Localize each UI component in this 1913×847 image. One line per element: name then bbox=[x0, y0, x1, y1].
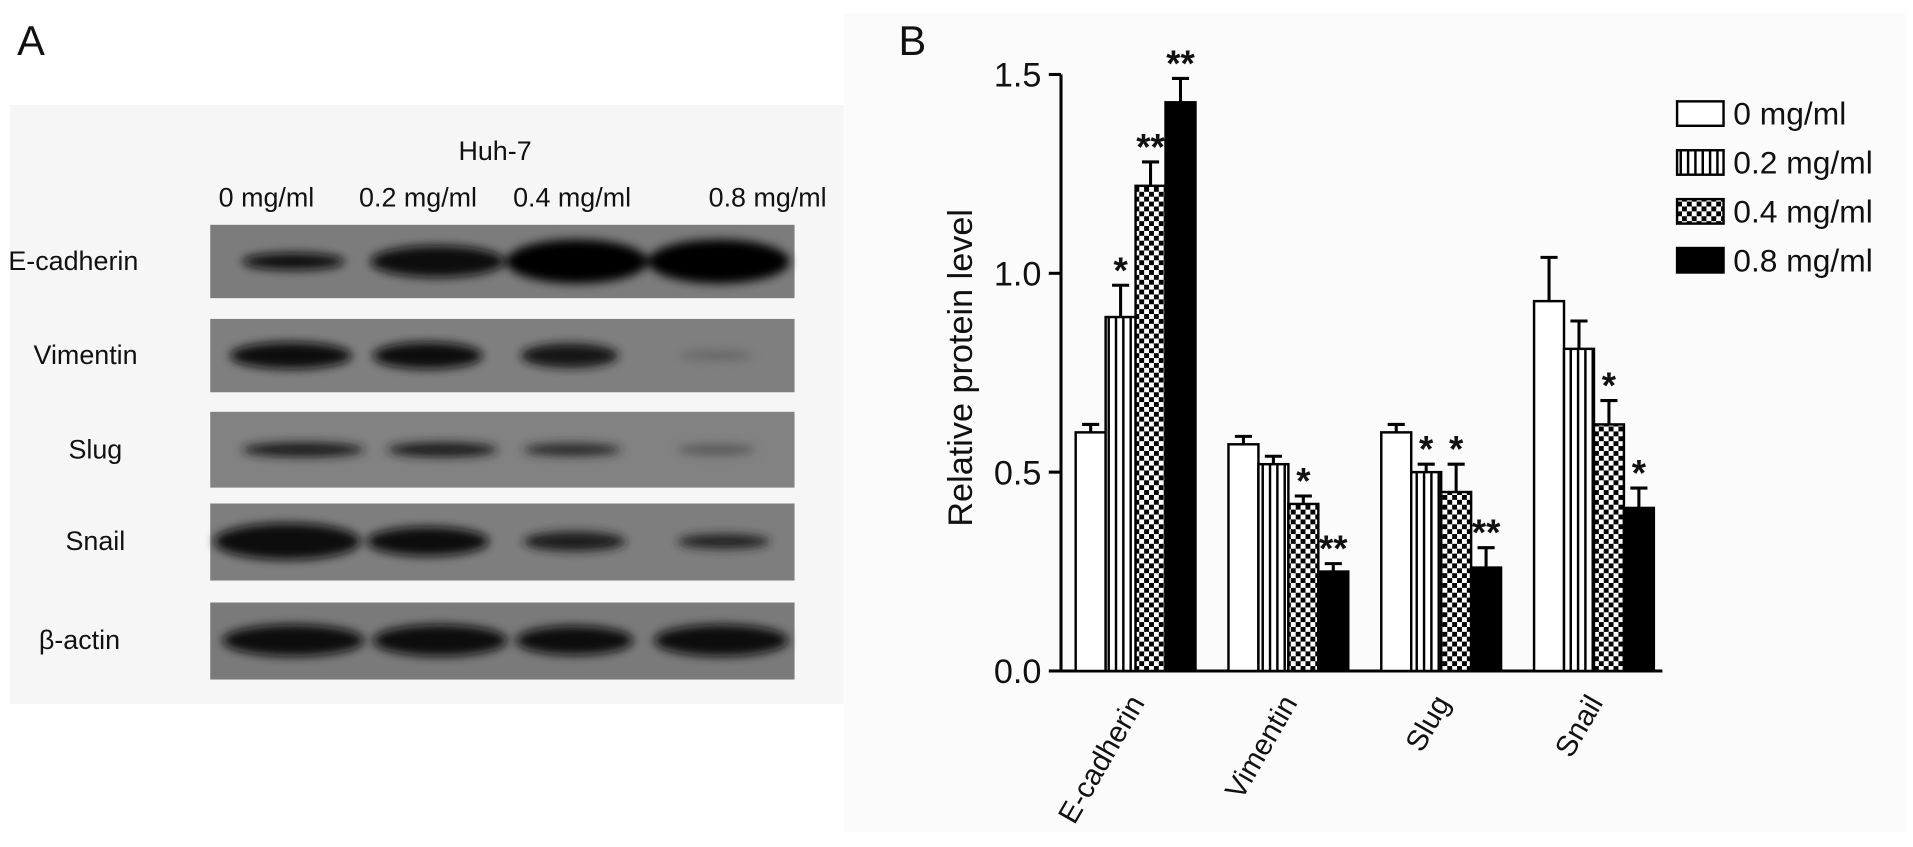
band bbox=[242, 442, 365, 458]
band bbox=[229, 342, 353, 370]
error-bar bbox=[1417, 462, 1435, 473]
legend-swatch bbox=[1675, 197, 1725, 225]
error-bar bbox=[1112, 283, 1130, 318]
band bbox=[523, 531, 626, 552]
protein-label: Vimentin bbox=[34, 340, 138, 370]
significance: * bbox=[1296, 461, 1311, 502]
y-tick-label: 1.5 bbox=[994, 57, 1042, 95]
bar bbox=[1592, 423, 1626, 673]
y-tick-label: 1.0 bbox=[994, 256, 1042, 294]
bar bbox=[1439, 490, 1473, 673]
band bbox=[647, 239, 790, 284]
bands bbox=[213, 239, 790, 657]
protein-label: Snail bbox=[65, 526, 125, 556]
error-bar bbox=[1570, 319, 1588, 349]
chart-background bbox=[843, 13, 1907, 833]
legend-swatch bbox=[1675, 246, 1725, 274]
error-bar bbox=[1387, 422, 1405, 433]
significance: ** bbox=[1136, 127, 1165, 168]
cell-line: Huh-7 bbox=[458, 136, 531, 166]
error-bar bbox=[1082, 422, 1100, 433]
legend-label: 0.8 mg/ml bbox=[1733, 242, 1872, 278]
protein-label: Slug bbox=[68, 434, 122, 464]
panel-label: B bbox=[898, 17, 926, 64]
protein-label: E-cadherin bbox=[8, 246, 138, 276]
significance: ** bbox=[1472, 512, 1501, 553]
lane-label: 0.4 mg/ml bbox=[513, 182, 631, 212]
band bbox=[372, 624, 508, 657]
bar bbox=[1532, 299, 1566, 673]
y-axis-label: Relative protein level bbox=[942, 209, 980, 527]
legend-swatch bbox=[1675, 149, 1725, 176]
bar bbox=[1227, 443, 1260, 673]
bar bbox=[1622, 506, 1656, 673]
bar bbox=[1134, 184, 1167, 673]
western-blot bbox=[210, 224, 795, 680]
legend-label: 0.4 mg/ml bbox=[1733, 193, 1872, 229]
bar bbox=[1409, 470, 1443, 673]
bar bbox=[1074, 431, 1107, 673]
error-bar bbox=[1600, 399, 1618, 425]
legend-swatch bbox=[1675, 100, 1725, 128]
bar bbox=[1104, 315, 1137, 673]
y-tick-label: 0.0 bbox=[994, 653, 1042, 691]
band bbox=[677, 444, 756, 455]
bar bbox=[1317, 570, 1350, 673]
significance: * bbox=[1632, 453, 1647, 494]
legend-label: 0.2 mg/ml bbox=[1733, 144, 1872, 180]
band bbox=[653, 624, 789, 657]
legend-label: 0 mg/ml bbox=[1733, 96, 1846, 132]
y-tick-label: 0.5 bbox=[994, 454, 1042, 492]
error-bar bbox=[1477, 546, 1495, 568]
band bbox=[387, 442, 498, 458]
error-bar bbox=[1171, 76, 1190, 103]
band bbox=[506, 239, 648, 284]
band bbox=[677, 534, 771, 549]
bar bbox=[1257, 462, 1290, 673]
band bbox=[222, 624, 365, 657]
bar bbox=[1380, 431, 1413, 673]
band bbox=[366, 526, 489, 557]
lane-label: 0.2 mg/ml bbox=[359, 182, 477, 212]
error-bar bbox=[1141, 160, 1160, 186]
lane-label: 0.8 mg/ml bbox=[709, 182, 827, 212]
error-bar bbox=[1264, 454, 1282, 465]
significance: ** bbox=[1166, 43, 1195, 84]
error-bar bbox=[1234, 434, 1253, 445]
error-bar bbox=[1447, 462, 1465, 493]
error-bar bbox=[1324, 562, 1342, 572]
error-bar bbox=[1294, 494, 1312, 504]
significance: * bbox=[1113, 250, 1128, 291]
significance: * bbox=[1602, 365, 1617, 406]
band bbox=[370, 245, 505, 278]
significance: * bbox=[1449, 429, 1464, 470]
protein-label: β-actin bbox=[39, 625, 120, 655]
lane-label: 0 mg/ml bbox=[219, 182, 315, 212]
significance: * bbox=[1419, 429, 1434, 470]
band bbox=[242, 252, 345, 271]
band bbox=[523, 443, 621, 456]
panel-label: A bbox=[17, 17, 45, 64]
bar bbox=[1562, 347, 1596, 673]
bar bbox=[1287, 502, 1320, 673]
error-bar bbox=[1540, 255, 1558, 302]
band bbox=[372, 342, 483, 370]
bar bbox=[1469, 566, 1503, 673]
band bbox=[520, 343, 619, 368]
bar bbox=[1164, 101, 1197, 673]
band bbox=[679, 350, 753, 361]
band bbox=[213, 523, 361, 560]
significance: ** bbox=[1319, 528, 1348, 569]
error-bar bbox=[1630, 486, 1648, 508]
band bbox=[515, 625, 634, 656]
